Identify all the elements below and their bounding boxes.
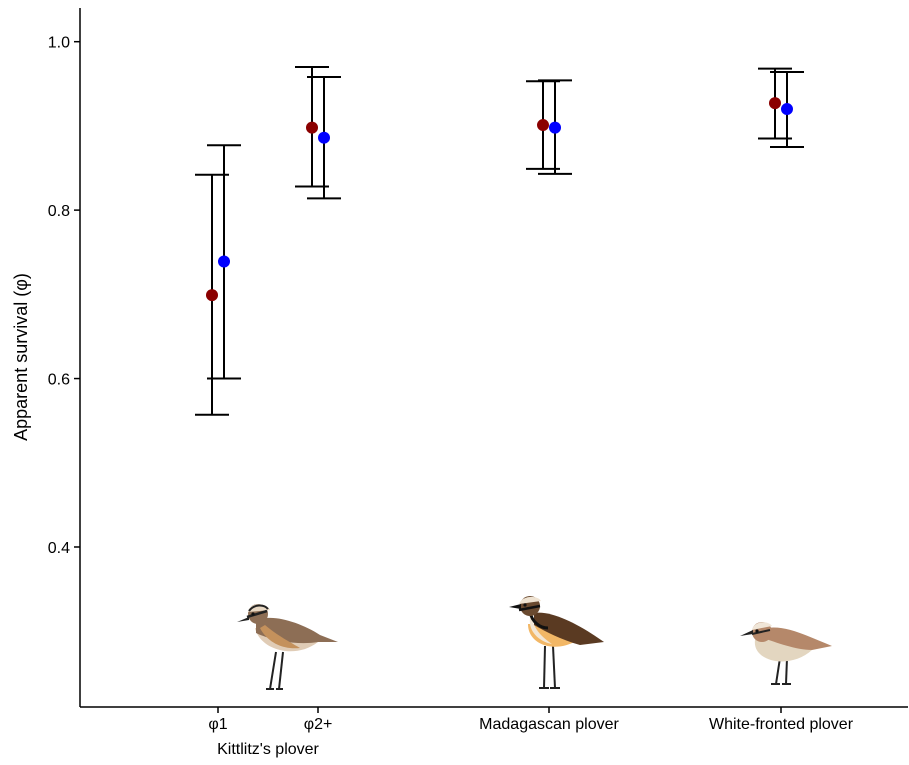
data-point: [218, 255, 230, 268]
data-point: [318, 131, 330, 144]
x-tick-label: φ2+: [304, 716, 333, 733]
x-tick-label: Madagascan plover: [479, 716, 619, 733]
data-points: [206, 97, 793, 302]
y-tick-label: 0.4: [48, 540, 70, 557]
madagascan-plover-icon: [509, 596, 604, 689]
x-ticks: φ1 φ2+ Madagascan plover White-fronted plov…: [208, 707, 854, 733]
data-point: [549, 121, 561, 134]
data-point: [781, 103, 793, 116]
kittlitzs-plover-icon: [237, 604, 338, 690]
y-axis-title: Apparent survival (φ): [11, 273, 31, 441]
error-bars: [195, 65, 804, 416]
y-ticks: 0.4 0.6 0.8 1.0: [48, 35, 80, 557]
y-tick-label: 1.0: [48, 35, 70, 52]
x-tick-label: φ1: [208, 716, 227, 733]
white-fronted-plover-icon: [740, 622, 832, 685]
data-point: [537, 119, 549, 132]
data-point: [769, 97, 781, 110]
data-point: [306, 121, 318, 134]
y-tick-label: 0.6: [48, 372, 70, 389]
data-point: [206, 289, 218, 302]
y-tick-label: 0.8: [48, 203, 70, 220]
group-label-kittlitzs-plover: Kittlitz's plover: [217, 741, 319, 758]
x-tick-label: White-fronted plover: [709, 716, 854, 733]
